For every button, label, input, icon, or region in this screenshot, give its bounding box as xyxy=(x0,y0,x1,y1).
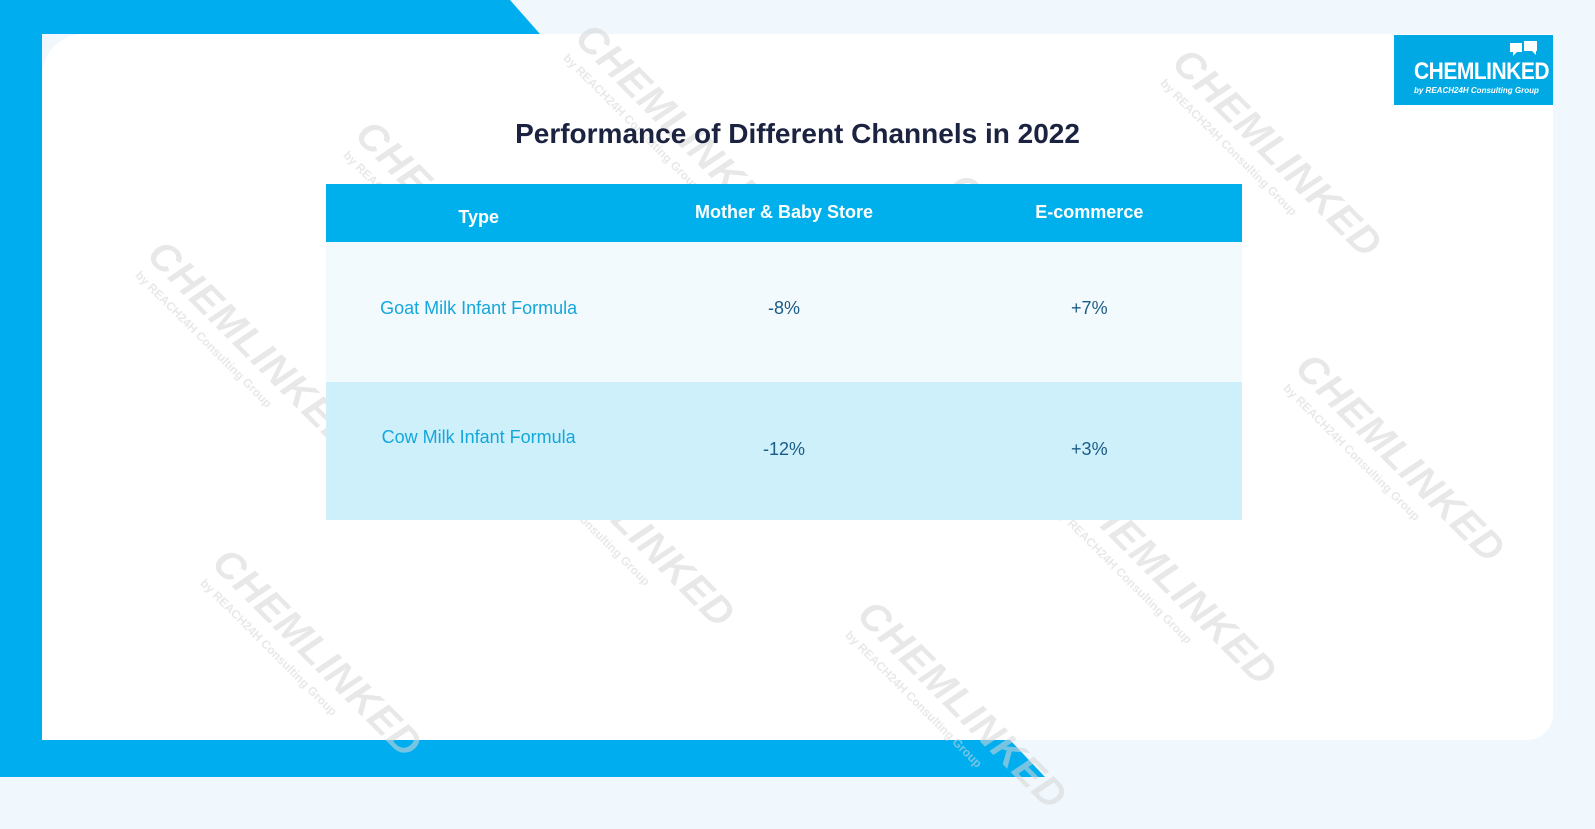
row-value-mother-baby: -12% xyxy=(762,439,805,459)
page-title: Performance of Different Channels in 202… xyxy=(515,118,1080,149)
chat-bubbles-icon xyxy=(1510,41,1537,56)
header-mother-baby-store: Mother & Baby Store xyxy=(694,202,873,222)
row-value-ecommerce: +3% xyxy=(1071,439,1108,459)
row-type-label: Goat Milk Infant Formula xyxy=(380,298,578,318)
header-type: Type xyxy=(458,207,499,227)
row-value-ecommerce: +7% xyxy=(1071,298,1108,318)
table-row: Goat Milk Infant Formula -8% +7% xyxy=(326,242,1242,382)
channels-table: Type Mother & Baby Store E-commerce Goat… xyxy=(326,184,1242,520)
header-ecommerce: E-commerce xyxy=(1035,202,1144,222)
logo-name: CHEMLINKED xyxy=(1414,58,1550,85)
chemlinked-logo: CHEMLINKED by REACH24H Consulting Group xyxy=(1394,35,1553,105)
table-row: Cow Milk Infant Formula -12% +3% xyxy=(326,382,1242,520)
table-header: Type Mother & Baby Store E-commerce xyxy=(326,184,1242,242)
logo-subtitle: by REACH24H Consulting Group xyxy=(1414,86,1539,95)
row-value-mother-baby: -8% xyxy=(767,298,800,318)
row-type-label: Cow Milk Infant Formula xyxy=(381,427,576,447)
